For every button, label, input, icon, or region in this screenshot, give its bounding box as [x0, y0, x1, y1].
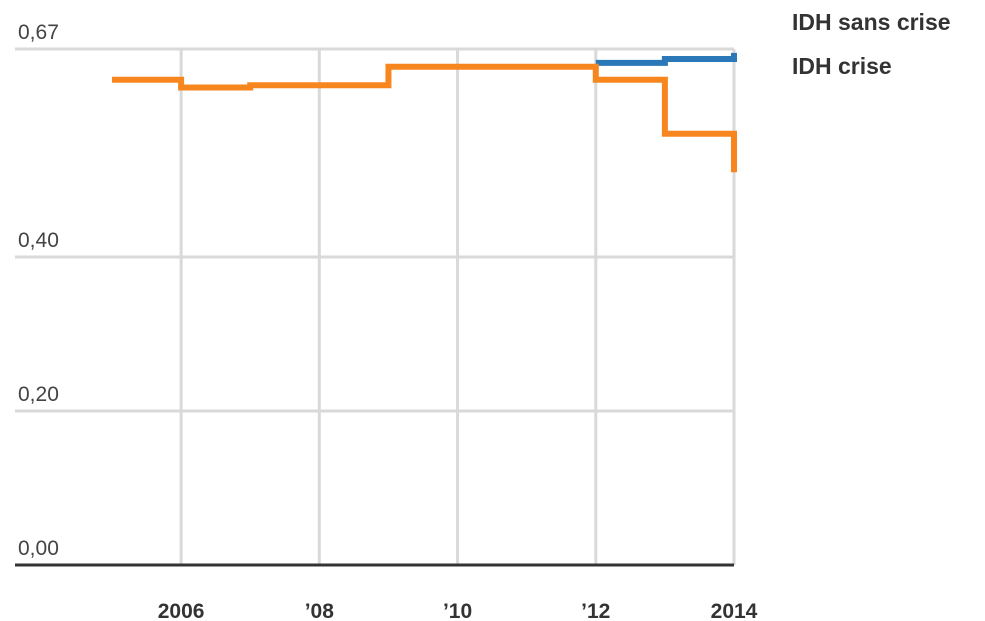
y-tick-label: 0,67: [18, 21, 59, 44]
x-tick-label: ’10: [443, 600, 472, 621]
legend-label: IDH crise: [792, 53, 892, 79]
legend-label: IDH sans crise: [792, 9, 951, 35]
step-line: [112, 63, 737, 173]
x-tick-label: ’12: [581, 600, 610, 621]
y-tick-label: 0,40: [18, 229, 59, 252]
x-tick-label: 2014: [711, 600, 758, 621]
x-tick-label: 2006: [158, 600, 205, 621]
y-tick-label: 0,00: [18, 537, 59, 560]
y-tick-label: 0,20: [18, 383, 59, 406]
step-line: [595, 52, 737, 66]
x-tick-label: ’08: [305, 600, 335, 621]
